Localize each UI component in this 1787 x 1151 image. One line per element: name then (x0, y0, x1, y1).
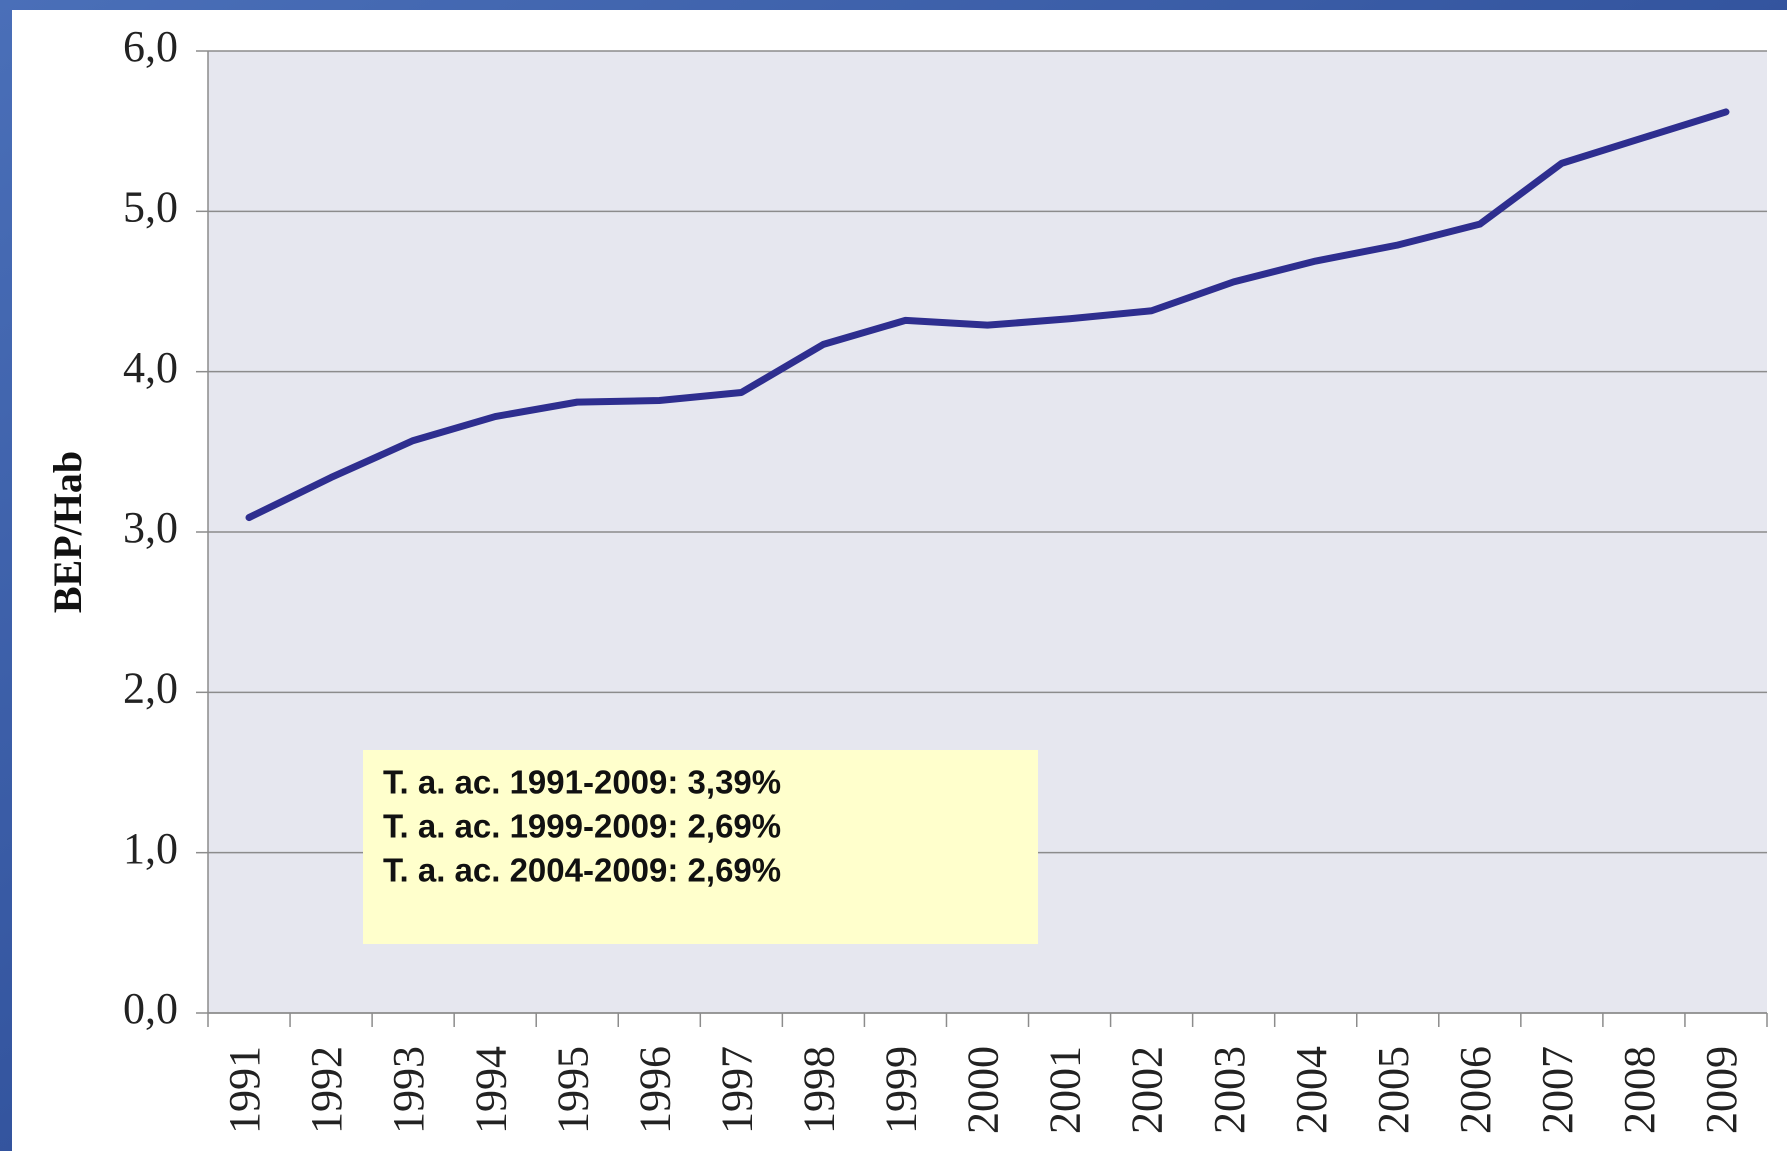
data-line (245, 108, 1730, 522)
y-tick-label: 5,0 (123, 182, 178, 231)
x-tick-label: 2000 (959, 1046, 1008, 1134)
annotation: T. a. ac. 1991-2009: 3,39% (383, 764, 781, 801)
x-tick-label: 2001 (1041, 1046, 1090, 1134)
x-tick-label: 1996 (630, 1046, 679, 1134)
x-tick-label: 2009 (1697, 1046, 1746, 1134)
x-tick-label: 2005 (1369, 1046, 1418, 1134)
x-tick-label: 2003 (1205, 1046, 1254, 1134)
x-tick-label: 1994 (466, 1046, 515, 1134)
y-tick-label: 4,0 (123, 343, 178, 392)
x-tick-label: 2006 (1451, 1046, 1500, 1134)
y-tick-label: 2,0 (123, 663, 178, 712)
y-tick-label: 6,0 (123, 22, 178, 71)
x-tick-label: 1995 (548, 1046, 597, 1134)
annotation: T. a. ac. 2004-2009: 2,69% (383, 852, 781, 889)
x-tick-label: 1993 (384, 1046, 433, 1134)
x-tick-label: 1998 (794, 1046, 843, 1134)
x-tick-label: 1991 (220, 1046, 269, 1134)
x-tick-label: 2007 (1533, 1046, 1582, 1134)
annotation-box (363, 750, 1038, 944)
annotation: T. a. ac. 1999-2009: 2,69% (383, 808, 781, 845)
x-tick-label: 2008 (1615, 1046, 1664, 1134)
y-tick-label: 0,0 (123, 984, 178, 1033)
y-tick-label: 3,0 (123, 503, 178, 552)
x-tick-label: 1999 (877, 1046, 926, 1134)
y-axis-label: BEP/Hab (45, 451, 90, 613)
x-tick-label: 2004 (1287, 1046, 1336, 1134)
x-tick-label: 1992 (302, 1046, 351, 1134)
x-tick-label: 1997 (712, 1046, 761, 1134)
y-tick-label: 1,0 (123, 824, 178, 873)
x-tick-label: 2002 (1123, 1046, 1172, 1134)
